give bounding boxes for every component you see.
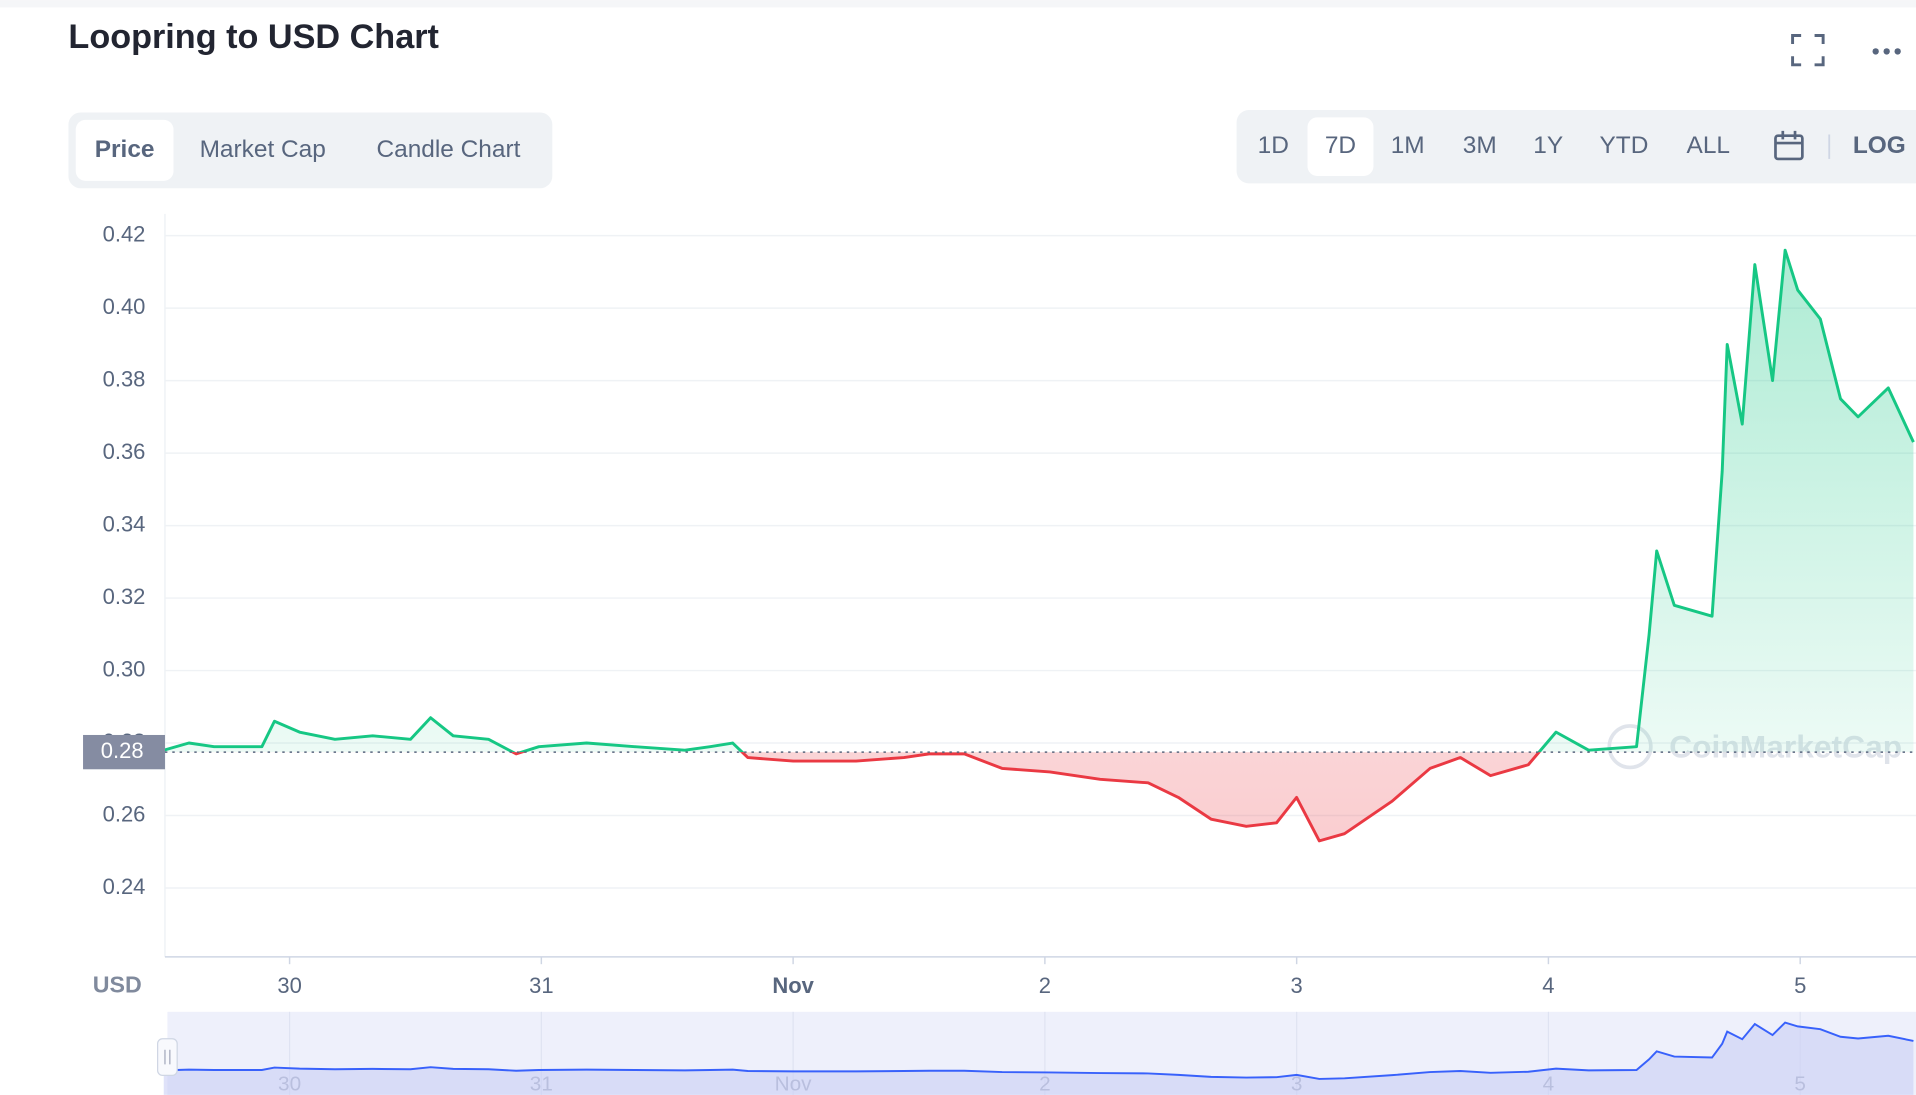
y-tick-label: 0.36 bbox=[103, 439, 146, 464]
tab-active-bg bbox=[75, 119, 174, 181]
range-button[interactable]: YTD bbox=[1600, 132, 1649, 159]
baseline-label: 0.28 bbox=[101, 738, 144, 763]
y-tick-label: 0.32 bbox=[103, 584, 146, 609]
calendar-button[interactable] bbox=[1774, 130, 1804, 161]
x-tick-label: 3 bbox=[1291, 973, 1303, 998]
x-tick-label: 30 bbox=[277, 973, 301, 998]
price-area-down bbox=[512, 752, 1540, 841]
x-tick-label: 5 bbox=[1794, 973, 1806, 998]
navigator-handle-grip bbox=[164, 1049, 171, 1065]
tab[interactable]: Market Cap bbox=[200, 136, 326, 163]
price-line-up bbox=[164, 248, 1915, 753]
x-tick-label: Nov bbox=[772, 973, 814, 998]
more-button[interactable] bbox=[1872, 48, 1901, 55]
x-tick-label: 4 bbox=[1542, 973, 1554, 998]
tab[interactable]: Candle Chart bbox=[376, 136, 520, 163]
fullscreen-button[interactable] bbox=[1791, 34, 1825, 67]
range-button[interactable]: 1M bbox=[1391, 132, 1425, 159]
navigator-area bbox=[163, 1022, 1914, 1095]
price-line-down bbox=[509, 752, 1541, 843]
range-button[interactable]: 1D bbox=[1258, 132, 1289, 159]
x-tick-label: 2 bbox=[1039, 973, 1051, 998]
y-tick-label: 0.34 bbox=[103, 511, 146, 536]
y-tick-label: 0.26 bbox=[103, 801, 146, 826]
y-tick-label: 0.30 bbox=[103, 656, 146, 681]
x-tick-label: 31 bbox=[529, 973, 553, 998]
y-tick-label: 0.40 bbox=[103, 294, 146, 319]
baseline-badge-inner bbox=[83, 734, 165, 770]
log-button[interactable]: LOG bbox=[1853, 132, 1906, 159]
top-shadow bbox=[0, 0, 1916, 8]
range-button[interactable]: ALL bbox=[1687, 132, 1730, 159]
y-tick-label: 0.38 bbox=[103, 366, 146, 391]
chart-title: Loopring to USD Chart bbox=[68, 18, 439, 56]
y-tick-label: 0.24 bbox=[103, 874, 146, 899]
range-group bbox=[1236, 110, 1916, 184]
navigator-line bbox=[163, 1021, 1914, 1080]
currency-label: USD bbox=[93, 971, 142, 997]
tab-group bbox=[68, 112, 553, 189]
range-button[interactable]: 7D bbox=[1325, 132, 1356, 159]
range-button[interactable]: 3M bbox=[1463, 132, 1497, 159]
range-button[interactable]: 1Y bbox=[1533, 132, 1563, 159]
range-active-bg bbox=[1307, 117, 1374, 177]
tab[interactable]: Price bbox=[95, 136, 155, 163]
y-tick-label: 0.42 bbox=[103, 221, 146, 246]
price-area-up bbox=[164, 250, 1914, 753]
navigator-handle[interactable] bbox=[157, 1038, 178, 1076]
